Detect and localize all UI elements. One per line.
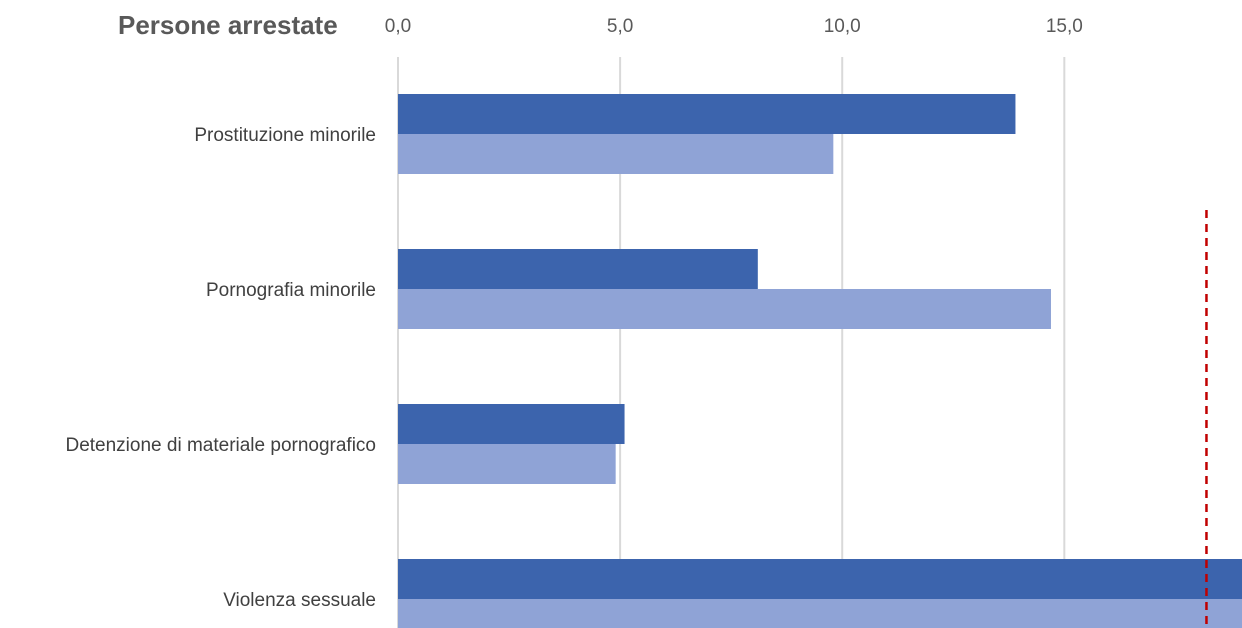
bar (398, 134, 834, 174)
bar (398, 404, 625, 444)
bar (398, 289, 1051, 329)
bar (398, 249, 758, 289)
bar (398, 444, 616, 484)
bar (398, 599, 1242, 628)
x-tick-label: 10,0 (824, 16, 861, 37)
x-tick-label: 5,0 (607, 16, 633, 37)
x-tick-label: 15,0 (1046, 16, 1083, 37)
category-label: Pornografia minorile (206, 280, 376, 301)
bar (398, 94, 1016, 134)
category-label: Prostituzione minorile (194, 125, 376, 146)
category-label: Detenzione di materiale pornografico (65, 435, 376, 456)
bar (398, 559, 1242, 599)
chart-title: Persone arrestate (118, 10, 338, 40)
category-label: Violenza sessuale (223, 590, 376, 611)
x-tick-label: 0,0 (385, 16, 411, 37)
